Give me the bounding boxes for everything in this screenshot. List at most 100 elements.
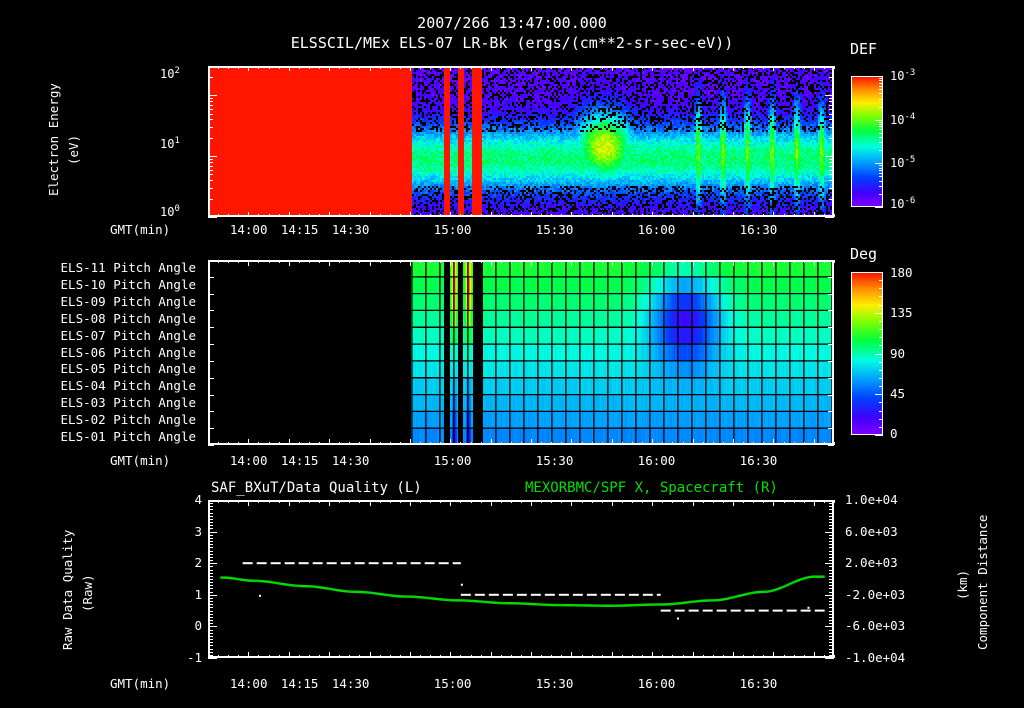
colorbar-tick bbox=[879, 402, 883, 404]
ytick bbox=[208, 95, 217, 97]
xtick-label: 16:00 bbox=[637, 676, 676, 691]
bottom-ytick bbox=[208, 569, 213, 571]
bottom-ytick bbox=[825, 531, 834, 533]
bottom-ytick bbox=[829, 604, 834, 606]
pitch-angle-row-label: ELS-05 Pitch Angle bbox=[60, 361, 196, 377]
spectrogram-ytick-1e2: 102 bbox=[160, 66, 180, 81]
colorbar-tick bbox=[879, 165, 883, 167]
pitch-row-tick bbox=[208, 394, 214, 396]
spectrogram-axis-ticks bbox=[208, 66, 835, 218]
bottom-ytick bbox=[829, 553, 834, 555]
bottom-ytick bbox=[208, 500, 217, 501]
bottom-ytick bbox=[829, 534, 834, 536]
bottom-ytick bbox=[208, 601, 213, 603]
pitch-row-tick bbox=[208, 327, 214, 329]
bottom-ytick-label-right: 1.0e+04 bbox=[845, 492, 898, 507]
ytick bbox=[208, 180, 213, 182]
bottom-ytick bbox=[208, 658, 217, 659]
ytick bbox=[829, 104, 834, 106]
bottom-ytick bbox=[829, 639, 834, 641]
ytick bbox=[208, 158, 213, 160]
xtick-label: 14:00 bbox=[229, 676, 268, 691]
pitch-row-tick bbox=[828, 377, 834, 379]
colorbar-tick bbox=[875, 207, 883, 208]
deg-colorbar-label-90: 90 bbox=[890, 346, 906, 361]
bottom-ytick bbox=[829, 629, 834, 631]
bottom-ytick bbox=[825, 500, 834, 501]
bottom-ytick bbox=[208, 642, 213, 644]
deg-colorbar-label-45: 45 bbox=[890, 386, 906, 401]
colorbar-tick bbox=[879, 132, 883, 134]
pitch-angle-xaxis-label: GMT(min) bbox=[110, 453, 171, 468]
colorbar-tick bbox=[879, 170, 883, 172]
bottom-ytick bbox=[208, 560, 213, 562]
ytick bbox=[208, 174, 213, 176]
pitch-angle-row-label: ELS-03 Pitch Angle bbox=[60, 394, 196, 410]
ytick bbox=[208, 162, 213, 163]
bottom-ytick bbox=[208, 629, 213, 631]
bottom-ytick bbox=[208, 613, 213, 615]
ytick bbox=[208, 76, 213, 78]
bottom-ytick bbox=[829, 569, 834, 571]
bottom-ytick-label-left: 3 bbox=[194, 523, 202, 539]
colorbar-tick bbox=[879, 142, 883, 144]
ytick bbox=[829, 119, 834, 121]
colorbar-tick bbox=[879, 121, 883, 123]
pitch-row-tick bbox=[208, 428, 214, 430]
pitch-row-tick bbox=[208, 260, 214, 261]
deg-colorbar-label-0: 0 bbox=[890, 426, 898, 441]
bottom-ytick bbox=[208, 531, 217, 533]
ytick bbox=[208, 119, 213, 121]
xtick-label: 14:15 bbox=[280, 676, 319, 691]
bottom-ytick bbox=[208, 623, 213, 625]
xtick-label: 14:30 bbox=[331, 676, 370, 691]
bottom-ytick bbox=[825, 594, 834, 596]
xtick-label: 16:30 bbox=[739, 222, 778, 237]
bottom-ytick bbox=[829, 556, 834, 558]
bottom-ytick bbox=[829, 585, 834, 587]
pitch-angle-row-labels: ELS-11 Pitch Angle ELS-10 Pitch Angle ELS-… bbox=[0, 260, 202, 445]
colorbar-tick bbox=[879, 410, 883, 412]
bottom-ytick bbox=[208, 566, 213, 568]
ytick bbox=[829, 98, 834, 99]
bottom-ytick bbox=[829, 544, 834, 546]
def-colorbar-ticks bbox=[851, 76, 883, 208]
pitch-angle-row-label: ELS-10 Pitch Angle bbox=[60, 277, 196, 293]
bottom-ytick bbox=[208, 518, 213, 520]
pitch-angle-row-label: ELS-09 Pitch Angle bbox=[60, 294, 196, 310]
bottom-ytick bbox=[208, 537, 213, 539]
colorbar-tick bbox=[879, 418, 883, 420]
bottom-ytick-label-left: 2 bbox=[194, 555, 202, 571]
bottom-ytick bbox=[208, 654, 213, 656]
bottom-panel-canvas[interactable] bbox=[208, 500, 834, 658]
pitch-row-tick bbox=[828, 394, 834, 396]
pitch-angle-canvas[interactable] bbox=[208, 260, 834, 445]
bottom-ytick bbox=[208, 556, 213, 558]
colorbar-tick bbox=[879, 167, 883, 169]
deg-colorbar-label-135: 135 bbox=[890, 305, 913, 320]
bottom-panel-title-left: SAF_BXuT/Data Quality (L) bbox=[211, 480, 422, 496]
bottom-ytick bbox=[829, 541, 834, 543]
bottom-ylabel-right-line2: (km) bbox=[955, 569, 970, 600]
spectrogram-canvas[interactable] bbox=[208, 66, 834, 217]
ytick bbox=[829, 101, 834, 103]
ytick bbox=[829, 180, 834, 182]
bottom-ytick-label-left: 4 bbox=[194, 492, 202, 507]
bottom-ytick bbox=[208, 547, 213, 549]
pitch-row-tick bbox=[828, 293, 834, 295]
bottom-panel bbox=[208, 500, 834, 658]
ytick bbox=[829, 198, 834, 200]
pitch-row-tick bbox=[208, 310, 214, 312]
deg-colorbar-label-180: 180 bbox=[890, 265, 913, 280]
pitch-angle-xtick-labels: 14:00 14:15 14:30 15:00 15:30 16:00 16:30 bbox=[208, 453, 834, 469]
bottom-ytick bbox=[208, 522, 213, 524]
bottom-ytick bbox=[208, 616, 213, 618]
xtick-label: 14:00 bbox=[229, 222, 268, 237]
colorbar-tick bbox=[879, 193, 883, 195]
bottom-ytick bbox=[208, 506, 213, 508]
ytick bbox=[829, 174, 834, 176]
ytick bbox=[208, 113, 213, 115]
colorbar-tick bbox=[879, 377, 883, 379]
xtick-label: 14:30 bbox=[331, 453, 370, 468]
bottom-ytick bbox=[829, 613, 834, 615]
